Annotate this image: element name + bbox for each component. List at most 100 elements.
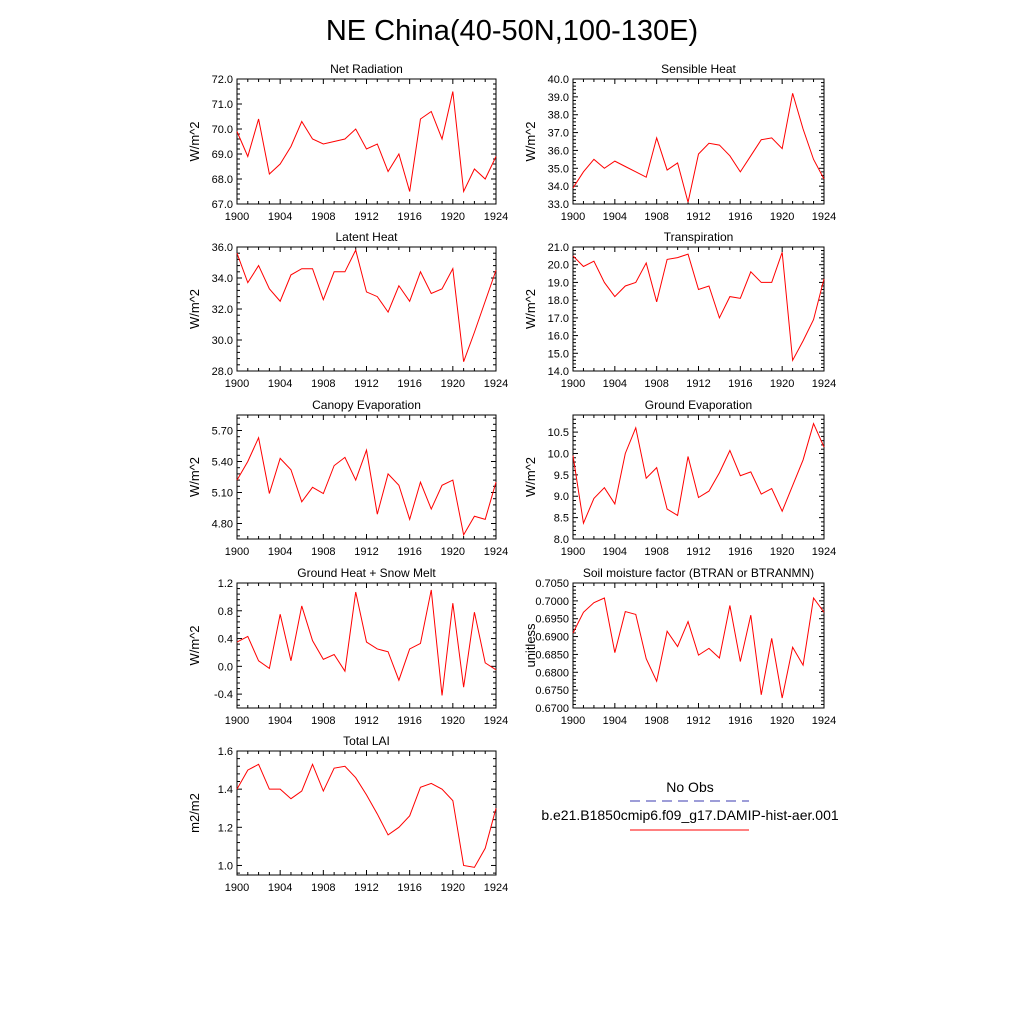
data-point — [495, 808, 496, 809]
x-tick-label: 1908 — [311, 882, 335, 894]
x-tick-label: 1912 — [354, 715, 378, 727]
data-point — [280, 301, 281, 302]
series-line — [236, 436, 497, 537]
data-point — [366, 450, 367, 451]
data-point — [355, 480, 356, 481]
data-point — [656, 467, 657, 468]
data-point — [729, 296, 730, 297]
data-point — [420, 482, 421, 483]
x-tick-label: 1912 — [354, 378, 378, 390]
y-tick-label: 21.0 — [548, 242, 569, 254]
data-point — [719, 317, 720, 318]
x-tick-label: 1904 — [268, 546, 292, 558]
data-point — [646, 177, 647, 178]
data-point — [782, 511, 783, 512]
x-tick-label: 1912 — [354, 211, 378, 223]
chart-title: Sensible Heat — [661, 62, 736, 76]
data-point — [474, 867, 475, 868]
data-point — [572, 632, 573, 633]
y-tick-label: 14.0 — [548, 366, 569, 378]
data-point — [625, 285, 626, 286]
x-tick-label: 1900 — [225, 211, 249, 223]
data-point — [572, 255, 573, 256]
y-axis-label: W/m^2 — [187, 121, 202, 161]
data-point — [635, 614, 636, 615]
data-point — [614, 503, 615, 504]
data-point — [236, 789, 237, 790]
chart-latent-heat: Latent Heat W/m^2 1900 1904 1908 1912 1916 1920… — [187, 230, 508, 390]
data-point — [593, 159, 594, 160]
data-point — [604, 168, 605, 169]
data-point — [441, 485, 442, 486]
y-tick-label: 1.2 — [218, 578, 233, 590]
chart-sensible-heat: Sensible Heat W/m^2 1900 1904 1908 1912 1916 19… — [523, 62, 836, 223]
data-point — [474, 168, 475, 169]
x-tick-label: 1900 — [561, 715, 585, 727]
chart-title: Total LAI — [343, 734, 390, 748]
data-point — [387, 312, 388, 313]
data-point — [625, 453, 626, 454]
data-point — [823, 278, 824, 279]
plot-frame — [236, 414, 497, 540]
y-tick-label: 1.0 — [218, 860, 233, 872]
data-point — [761, 694, 762, 695]
data-point — [258, 660, 259, 661]
data-point — [485, 848, 486, 849]
data-point — [290, 798, 291, 799]
data-point — [344, 138, 345, 139]
x-tick-label: 1924 — [484, 715, 508, 727]
data-point — [593, 498, 594, 499]
data-point — [708, 648, 709, 649]
data-point — [366, 148, 367, 149]
data-point — [792, 360, 793, 361]
x-tick-label: 1908 — [311, 211, 335, 223]
data-point — [667, 169, 668, 170]
data-point — [409, 815, 410, 816]
legend-obs-label: No Obs — [666, 779, 713, 795]
data-point — [312, 764, 313, 765]
data-point — [614, 652, 615, 653]
data-point — [452, 800, 453, 801]
data-point — [344, 671, 345, 672]
data-point — [398, 153, 399, 154]
data-point — [656, 681, 657, 682]
data-point — [604, 487, 605, 488]
data-point — [280, 163, 281, 164]
data-point — [813, 159, 814, 160]
data-point — [635, 427, 636, 428]
y-tick-label: 0.6750 — [535, 685, 569, 697]
data-point — [802, 340, 803, 341]
data-point — [377, 296, 378, 297]
data-point — [802, 459, 803, 460]
chart-title: Transpiration — [664, 230, 734, 244]
data-point — [323, 659, 324, 660]
data-point — [635, 282, 636, 283]
data-point — [761, 282, 762, 283]
y-tick-label: 0.8 — [218, 606, 233, 618]
chart-transpiration: Transpiration W/m^2 1900 1904 1908 1912 1916 19… — [523, 230, 836, 390]
data-point — [677, 257, 678, 258]
data-point — [463, 687, 464, 688]
data-point — [409, 191, 410, 192]
data-point — [323, 299, 324, 300]
x-tick-label: 1904 — [603, 715, 627, 727]
data-point — [583, 171, 584, 172]
data-point — [280, 789, 281, 790]
x-tick-label: 1900 — [225, 546, 249, 558]
data-point — [463, 534, 464, 535]
plot-frame — [236, 78, 497, 205]
y-tick-label: 35.0 — [548, 163, 569, 175]
data-point — [750, 615, 751, 616]
data-point — [687, 621, 688, 622]
data-point — [334, 654, 335, 655]
y-tick-label: 71.0 — [212, 99, 233, 111]
data-point — [687, 456, 688, 457]
x-tick-label: 1920 — [770, 715, 794, 727]
data-point — [646, 478, 647, 479]
plot-frame — [236, 582, 497, 709]
data-point — [771, 137, 772, 138]
x-tick-label: 1924 — [484, 378, 508, 390]
x-tick-label: 1924 — [484, 546, 508, 558]
x-tick-label: 1908 — [311, 378, 335, 390]
data-point — [431, 293, 432, 294]
